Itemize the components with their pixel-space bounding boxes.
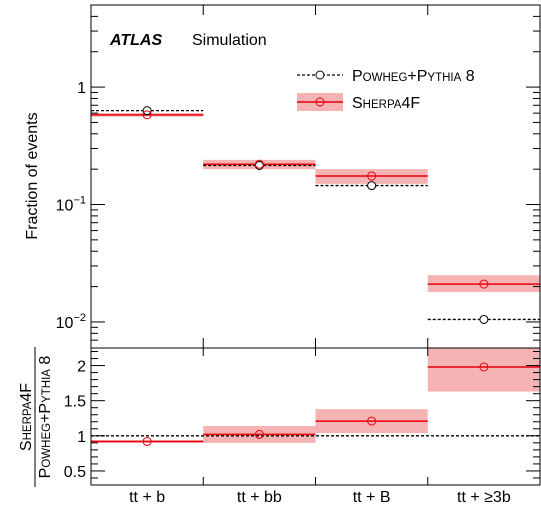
sherpa-point-0 (142, 110, 152, 120)
ratio-point-3 (479, 362, 489, 372)
legend-powheg-marker (315, 70, 325, 80)
top-axis-ticks: 1 10−1 10−2 (56, 15, 540, 341)
top-uncertainty-bands (91, 113, 540, 292)
ratio-tick-label-2: 1.5 (64, 394, 86, 411)
sherpa-point-1 (254, 159, 264, 169)
top-series-points (142, 106, 489, 324)
ratio-lines (91, 366, 540, 443)
ratio-y-label-numerator: SHERPA4F (18, 383, 35, 451)
legend-sherpa-label: SHERPA4F (352, 95, 420, 112)
legend-sherpa-marker (315, 97, 325, 107)
legend: POWHEG+PYTHIA 8 SHERPA4F (297, 68, 475, 112)
legend-powheg-label: POWHEG+PYTHIA 8 (352, 68, 475, 85)
ratio-tick-label-1: 1 (77, 429, 86, 446)
atlas-label: ATLAS (109, 32, 162, 49)
category-label-3: tt + ≥3b (457, 489, 511, 506)
ratio-tick-label-3: 2 (77, 359, 86, 376)
ratio-y-label-denominator: POWHEG+PYTHIA 8 (37, 356, 54, 479)
category-label-2: tt + B (353, 489, 391, 506)
ratio-point-1 (254, 429, 264, 439)
category-label-1: tt + bb (237, 489, 282, 506)
ratio-uncertainty-bands (91, 348, 540, 443)
ratio-band-3 (427, 348, 540, 392)
top-tick-label-1: 10−1 (56, 195, 86, 215)
top-y-axis-label: Fraction of events (24, 112, 41, 239)
ratio-points (142, 362, 489, 446)
top-tick-label-0: 1 (77, 80, 86, 97)
simulation-label: Simulation (192, 32, 267, 49)
sherpa-point-3 (479, 279, 489, 289)
category-label-0: tt + b (129, 489, 165, 506)
powheg-point-2 (367, 181, 377, 191)
ratio-axis-ticks: 0.5 1 1.5 2 (64, 351, 540, 481)
ratio-point-2 (367, 416, 377, 426)
ratio-point-0 (142, 436, 152, 446)
ratio-tick-label-0: 0.5 (64, 464, 86, 481)
sherpa-point-2 (367, 171, 377, 181)
powheg-point-3 (479, 314, 489, 324)
top-tick-label-2: 10−2 (56, 312, 86, 332)
x-axis-ticks: tt + b tt + bb tt + B tt + ≥3b (129, 5, 511, 506)
